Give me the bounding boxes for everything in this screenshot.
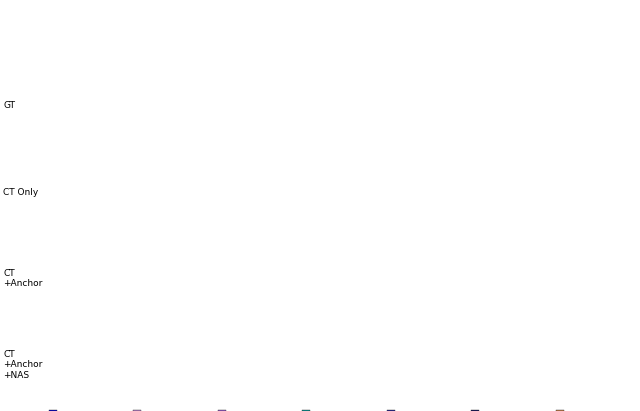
Text: CT
+Anchor
+NAS: CT +Anchor +NAS — [3, 350, 43, 380]
Text: CT Only: CT Only — [3, 187, 38, 196]
Text: GT: GT — [3, 101, 15, 110]
Text: CT
+Anchor: CT +Anchor — [3, 269, 43, 288]
